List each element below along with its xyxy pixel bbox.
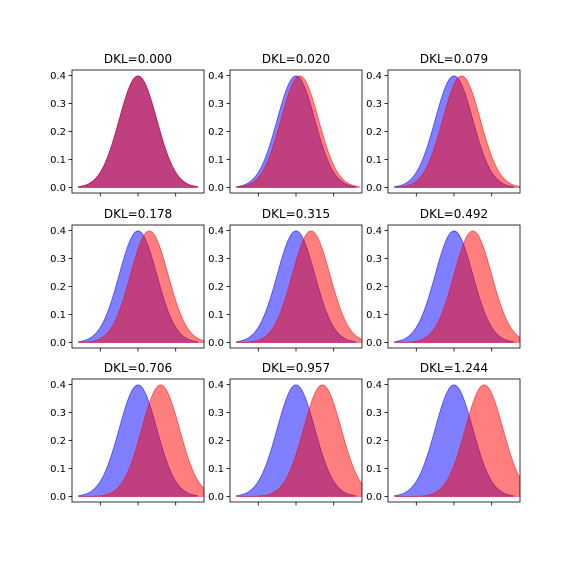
y-tick-label: 0.2 (366, 282, 382, 293)
y-tick-label: 0.4 (366, 71, 382, 82)
q-distribution-area (78, 75, 198, 188)
subplot-title: DKL=0.000 (104, 52, 172, 66)
y-tick-label: 0.3 (208, 254, 224, 265)
y-tick-label: 0.4 (366, 380, 382, 391)
y-tick-label: 0.0 (208, 338, 224, 349)
subplot-title: DKL=0.706 (104, 361, 172, 375)
subplot-title: DKL=1.244 (420, 361, 488, 375)
y-tick-label: 0.0 (366, 338, 382, 349)
subplot-title: DKL=0.178 (104, 207, 172, 221)
y-tick-label: 0.0 (50, 338, 66, 349)
q-distribution-area (394, 75, 520, 188)
subplot-1: 0.0 0.1 0.2 0.3 0.4 DKL=0.000 (50, 52, 205, 197)
y-tick-label: 0.3 (208, 99, 224, 110)
subplot-4: 0.0 0.1 0.2 0.3 0.4 DKL=0.178 (50, 207, 205, 352)
q-distribution-area (78, 230, 204, 343)
subplot-3: 0.0 0.1 0.2 0.3 0.4 DKL=0.079 (366, 52, 521, 197)
y-tick-label: 0.0 (208, 492, 224, 503)
q-distribution-area (236, 230, 362, 343)
y-tick-label: 0.1 (208, 310, 224, 321)
y-tick-label: 0.2 (50, 436, 66, 447)
y-tick-label: 0.2 (50, 127, 66, 138)
y-tick-label: 0.1 (208, 155, 224, 166)
y-tick-label: 0.0 (208, 183, 224, 194)
y-tick-label: 0.2 (366, 436, 382, 447)
y-tick-label: 0.1 (208, 464, 224, 475)
subplot-title: DKL=0.492 (420, 207, 488, 221)
y-tick-label: 0.4 (366, 226, 382, 237)
y-tick-label: 0.4 (50, 380, 66, 391)
y-tick-label: 0.0 (50, 492, 66, 503)
subplot-title: DKL=0.957 (262, 361, 330, 375)
y-tick-label: 0.4 (208, 71, 224, 82)
subplot-title: DKL=0.315 (262, 207, 330, 221)
y-tick-label: 0.4 (208, 226, 224, 237)
y-tick-label: 0.3 (366, 254, 382, 265)
y-tick-label: 0.3 (366, 408, 382, 419)
y-tick-label: 0.1 (366, 155, 382, 166)
subplot-9: 0.0 0.1 0.2 0.3 0.4 DKL=1.244 (366, 361, 521, 506)
y-tick-label: 0.2 (50, 282, 66, 293)
y-tick-label: 0.1 (50, 155, 66, 166)
subplot-title: DKL=0.020 (262, 52, 330, 66)
subplot-2: 0.0 0.1 0.2 0.3 0.4 DKL=0.020 (208, 52, 363, 197)
y-tick-label: 0.0 (366, 183, 382, 194)
subplot-7: 0.0 0.1 0.2 0.3 0.4 DKL=0.706 (50, 361, 205, 506)
y-tick-label: 0.4 (50, 226, 66, 237)
y-tick-label: 0.4 (50, 71, 66, 82)
subplot-5: 0.0 0.1 0.2 0.3 0.4 DKL=0.315 (208, 207, 363, 352)
y-tick-label: 0.1 (366, 310, 382, 321)
subplot-6: 0.0 0.1 0.2 0.3 0.4 DKL=0.492 (366, 207, 521, 352)
y-tick-label: 0.2 (208, 436, 224, 447)
y-tick-label: 0.1 (366, 464, 382, 475)
y-tick-label: 0.1 (50, 464, 66, 475)
y-tick-label: 0.3 (50, 99, 66, 110)
y-tick-label: 0.4 (208, 380, 224, 391)
subplot-title: DKL=0.079 (420, 52, 488, 66)
y-tick-label: 0.2 (208, 282, 224, 293)
y-tick-label: 0.3 (208, 408, 224, 419)
y-tick-label: 0.3 (50, 254, 66, 265)
y-tick-label: 0.0 (50, 183, 66, 194)
y-tick-label: 0.3 (50, 408, 66, 419)
q-distribution-area (236, 384, 362, 497)
y-tick-label: 0.3 (366, 99, 382, 110)
q-distribution-area (236, 75, 360, 188)
y-tick-label: 0.0 (366, 492, 382, 503)
y-tick-label: 0.2 (366, 127, 382, 138)
q-distribution-area (394, 230, 520, 343)
subplot-8: 0.0 0.1 0.2 0.3 0.4 DKL=0.957 (208, 361, 363, 506)
y-tick-label: 0.1 (50, 310, 66, 321)
q-distribution-area (394, 384, 520, 497)
q-distribution-area (78, 384, 204, 497)
y-tick-label: 0.2 (208, 127, 224, 138)
